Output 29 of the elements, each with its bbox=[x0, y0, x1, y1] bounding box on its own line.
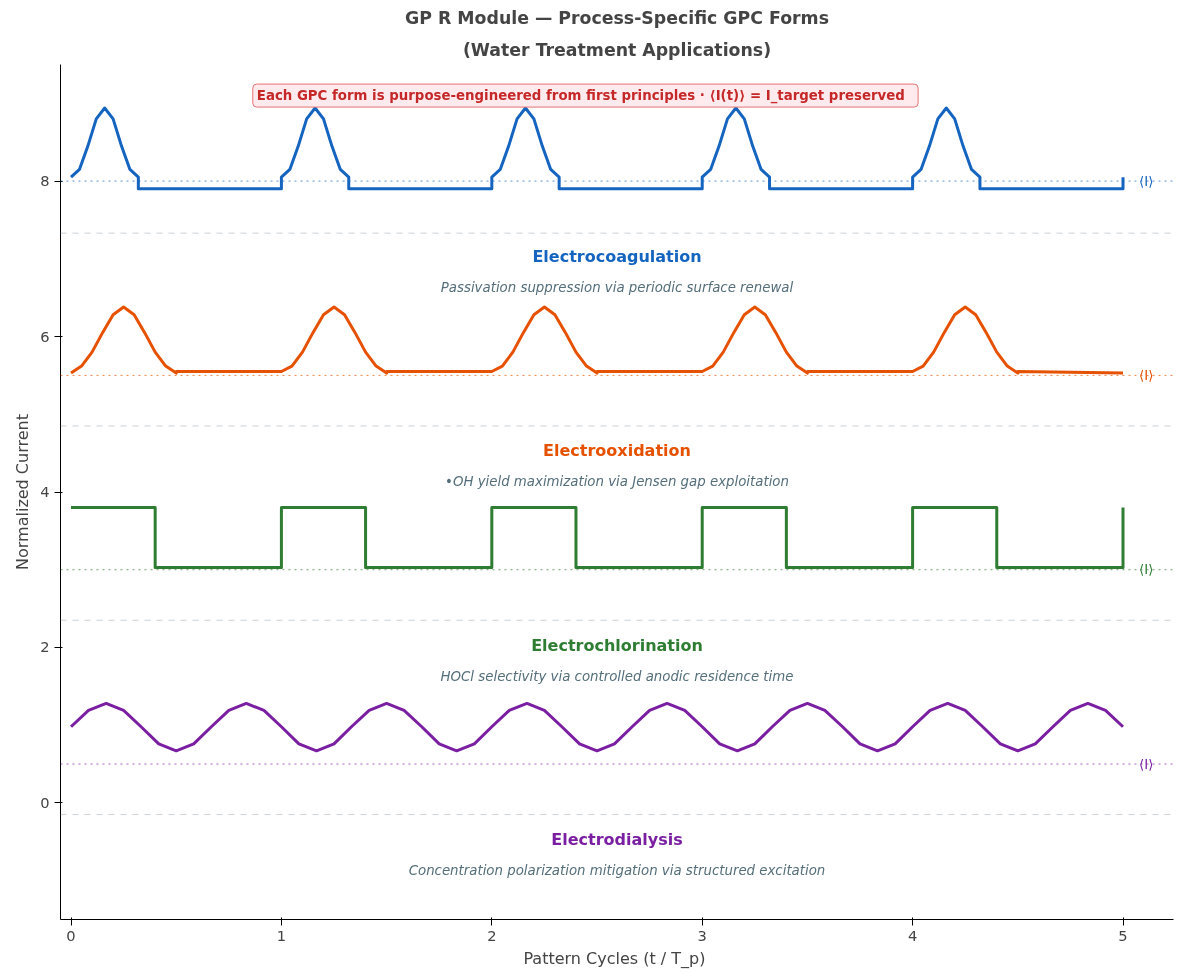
ref-line-label: ⟨I⟩ bbox=[1139, 756, 1154, 772]
chart-title: GP R Module — Process-Specific GPC Forms bbox=[405, 7, 829, 28]
x-tick-label: 5 bbox=[1118, 926, 1128, 944]
y-tick-label: 8 bbox=[40, 172, 50, 190]
annotation: Passivation suppression via periodic surface renewal bbox=[440, 280, 794, 296]
x-tick-label: 2 bbox=[487, 926, 497, 944]
y-tick-label: 2 bbox=[40, 638, 50, 656]
y-axis-title: Normalized Current bbox=[13, 414, 33, 570]
y-tick-label: 0 bbox=[40, 793, 50, 811]
x-tick-label: 1 bbox=[276, 926, 287, 944]
x-tick-label: 0 bbox=[66, 926, 76, 944]
annotation: HOCl selectivity via controlled anodic residence time bbox=[440, 668, 794, 684]
annotation: •OH yield maximization via Jensen gap exploitation bbox=[445, 474, 789, 490]
annotation: Electrooxidation bbox=[543, 441, 691, 461]
ref-line-label: ⟨I⟩ bbox=[1139, 367, 1154, 383]
y-tick-label: 6 bbox=[40, 327, 50, 345]
annotation: Electrochlorination bbox=[531, 635, 703, 655]
ref-line-label: ⟨I⟩ bbox=[1139, 173, 1154, 189]
annotation: Electrodialysis bbox=[551, 829, 683, 849]
x-tick-label: 3 bbox=[697, 926, 707, 944]
x-tick-label: 4 bbox=[907, 926, 918, 944]
ref-line-label: ⟨I⟩ bbox=[1139, 562, 1154, 578]
x-axis-title: Pattern Cycles (t / T_p) bbox=[523, 948, 706, 969]
line-series bbox=[69, 701, 1125, 753]
annotation: Electrocoagulation bbox=[532, 246, 702, 266]
y-tick-label: 4 bbox=[40, 483, 50, 500]
annotation: Each GPC form is purpose-engineered from first principles · ⟨I(t)⟩ = I_target preserved bbox=[256, 88, 905, 105]
annotation: Concentration polarization mitigation via structured excitation bbox=[408, 863, 826, 879]
chart-subtitle: (Water Treatment Applications) bbox=[462, 39, 772, 60]
